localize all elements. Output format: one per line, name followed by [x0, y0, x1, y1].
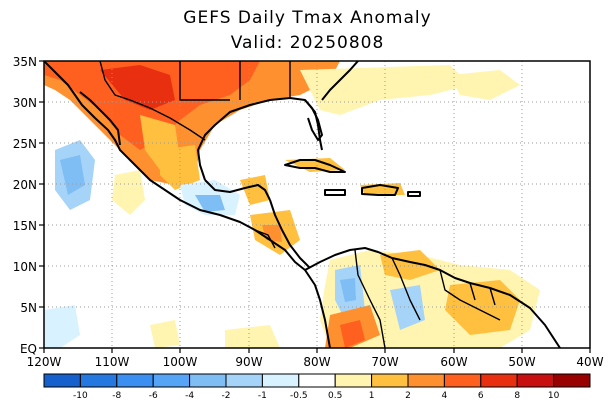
colorbar-swatch	[443, 373, 482, 388]
lat-label-eq: EQ	[20, 342, 37, 356]
lat-label-10n: 10N	[13, 260, 37, 274]
axis-ticks	[39, 60, 591, 353]
colorbar-label: 1	[369, 391, 375, 401]
lon-label-60w: 60W	[440, 355, 467, 369]
coastlines	[44, 61, 561, 348]
colorbar-swatch	[152, 373, 191, 388]
lat-label-30n: 30N	[13, 96, 37, 110]
colorbar-label: 10	[548, 391, 560, 401]
lon-label-50w: 50W	[508, 355, 535, 369]
colorbar-swatch	[43, 373, 81, 388]
colorbar-swatch	[480, 373, 518, 388]
colorbar-label: -2	[222, 391, 231, 401]
graticule	[44, 61, 590, 348]
lon-label-120w: 120W	[27, 355, 62, 369]
colorbar-label: 4	[442, 391, 448, 401]
colorbar-label: 0.5	[328, 391, 342, 401]
lat-label-5n: 5N	[20, 301, 37, 315]
valid-date: Valid: 20250808	[230, 33, 385, 53]
colorbar-swatch	[261, 373, 300, 388]
colorbar-swatch	[225, 373, 263, 388]
colorbar-swatch	[516, 373, 555, 388]
colorbar-label: 6	[478, 391, 484, 401]
lat-label-35n: 35N	[13, 55, 37, 69]
colorbar-label: -6	[149, 391, 158, 401]
colorbar-label: -10	[73, 391, 88, 401]
colorbar-label: -4	[185, 391, 194, 401]
colorbar-label: 8	[514, 391, 520, 401]
colorbar-label: 2	[405, 391, 411, 401]
lon-label-100w: 100W	[163, 355, 198, 369]
colorbar-label: -8	[112, 391, 121, 401]
colorbar-label: -1	[258, 391, 267, 401]
map-panel	[44, 61, 590, 348]
lon-label-90w: 90W	[235, 355, 262, 369]
lat-label-20n: 20N	[13, 178, 37, 192]
colorbar-swatch	[298, 373, 336, 388]
colorbar-swatch	[407, 373, 445, 388]
lon-label-80w: 80W	[303, 355, 330, 369]
colorbar-swatch	[553, 373, 591, 388]
lon-label-110w: 110W	[95, 355, 130, 369]
lon-label-40w: 40W	[576, 355, 603, 369]
lat-label-15n: 15N	[13, 219, 37, 233]
colorbar-label: -0.5	[290, 391, 308, 401]
colorbar-swatch	[116, 373, 154, 388]
colorbar-swatch	[189, 373, 227, 388]
lon-label-70w: 70W	[371, 355, 398, 369]
colorbar-swatch	[371, 373, 409, 388]
colorbar-swatch	[334, 373, 373, 388]
lat-label-25n: 25N	[13, 137, 37, 151]
colorbar-swatch	[79, 373, 118, 388]
colorbar: -10 -8 -6 -4 -2 -1 -0.5 0.5 1 2 4 6 8 10	[43, 373, 591, 401]
map-title: GEFS Daily Tmax Anomaly	[183, 8, 432, 28]
